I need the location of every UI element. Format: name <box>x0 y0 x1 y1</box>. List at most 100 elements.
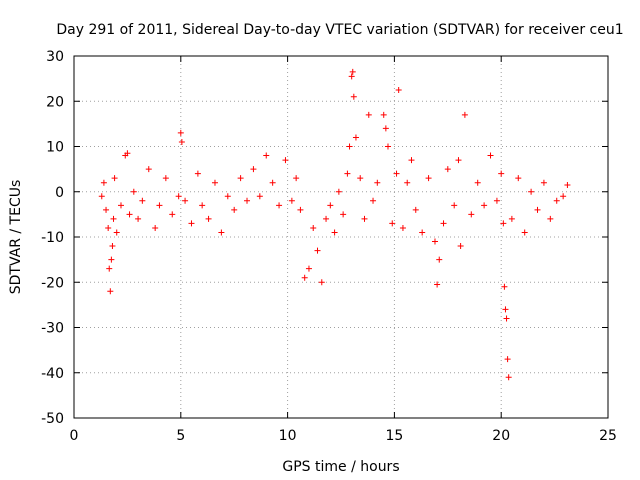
y-tick-label: 0 <box>55 185 64 201</box>
x-tick-label: 25 <box>599 428 617 444</box>
data-point <box>108 256 115 263</box>
data-point <box>374 179 381 186</box>
data-point <box>288 197 295 204</box>
data-point <box>331 229 338 236</box>
data-point <box>389 220 396 227</box>
data-point <box>503 315 510 322</box>
data-point <box>237 175 244 182</box>
data-point <box>109 243 116 250</box>
data-point <box>357 175 364 182</box>
data-point <box>434 281 441 288</box>
data-point <box>318 279 325 286</box>
data-point <box>540 179 547 186</box>
y-tick-label: -30 <box>41 321 64 337</box>
data-point <box>305 265 312 272</box>
data-point <box>231 206 238 213</box>
data-point <box>105 224 112 231</box>
data-point <box>263 152 270 159</box>
data-point <box>528 188 535 195</box>
data-point <box>501 283 508 290</box>
chart-title: Day 291 of 2011, Sidereal Day-to-day VTE… <box>56 22 623 38</box>
data-point <box>455 157 462 164</box>
data-point <box>256 193 263 200</box>
data-point <box>310 224 317 231</box>
data-points <box>98 68 571 381</box>
data-point <box>117 202 124 209</box>
y-tick-label: 30 <box>46 49 64 65</box>
data-point <box>380 111 387 118</box>
data-point <box>474 179 481 186</box>
y-tick-label: -40 <box>41 366 64 382</box>
data-point <box>481 202 488 209</box>
x-tick-label: 0 <box>70 428 79 444</box>
data-point <box>107 288 114 295</box>
data-point <box>365 111 372 118</box>
data-point <box>487 152 494 159</box>
data-point <box>218 229 225 236</box>
data-point <box>178 138 185 145</box>
data-point <box>504 356 511 363</box>
data-point <box>348 73 355 80</box>
data-point <box>139 197 146 204</box>
data-point <box>175 193 182 200</box>
data-point <box>382 125 389 132</box>
data-point <box>436 256 443 263</box>
data-point <box>370 197 377 204</box>
data-point <box>344 170 351 177</box>
data-point <box>113 229 120 236</box>
data-point <box>521 229 528 236</box>
x-tick-label: 20 <box>492 428 510 444</box>
data-point <box>564 181 571 188</box>
data-point <box>461 111 468 118</box>
data-point <box>244 197 251 204</box>
y-tick-label: 10 <box>46 140 64 156</box>
data-point <box>444 166 451 173</box>
data-point <box>395 86 402 93</box>
data-point <box>194 170 201 177</box>
y-axis-label: SDTVAR / TECUs <box>8 180 24 295</box>
data-point <box>350 93 357 100</box>
data-point <box>399 224 406 231</box>
data-point <box>111 175 118 182</box>
x-axis-ticks: 0 5 10 15 20 25 <box>70 56 617 444</box>
data-point <box>162 175 169 182</box>
y-tick-label: 20 <box>46 94 64 110</box>
data-point <box>100 179 107 186</box>
data-point <box>425 175 432 182</box>
data-point <box>515 175 522 182</box>
data-point <box>145 166 152 173</box>
y-tick-label: -10 <box>41 230 64 246</box>
y-tick-label: -20 <box>41 275 64 291</box>
data-point <box>152 224 159 231</box>
data-point <box>498 170 505 177</box>
data-point <box>314 247 321 254</box>
data-point <box>493 197 500 204</box>
data-point <box>250 166 257 173</box>
data-point <box>384 143 391 150</box>
data-point <box>534 206 541 213</box>
data-point <box>327 202 334 209</box>
data-point <box>346 143 353 150</box>
data-point <box>205 215 212 222</box>
data-point <box>508 215 515 222</box>
data-point <box>457 243 464 250</box>
data-point <box>297 206 304 213</box>
data-point <box>349 68 356 75</box>
data-point <box>130 188 137 195</box>
gridlines <box>74 56 608 418</box>
data-point <box>135 215 142 222</box>
data-point <box>276 202 283 209</box>
data-point <box>468 211 475 218</box>
data-point <box>126 211 133 218</box>
data-point <box>440 220 447 227</box>
x-axis-label: GPS time / hours <box>282 459 399 475</box>
data-point <box>211 179 218 186</box>
data-point <box>224 193 231 200</box>
data-point <box>451 202 458 209</box>
data-point <box>110 215 117 222</box>
data-point <box>553 197 560 204</box>
x-tick-label: 10 <box>279 428 297 444</box>
data-point <box>177 129 184 136</box>
data-point <box>124 150 131 157</box>
